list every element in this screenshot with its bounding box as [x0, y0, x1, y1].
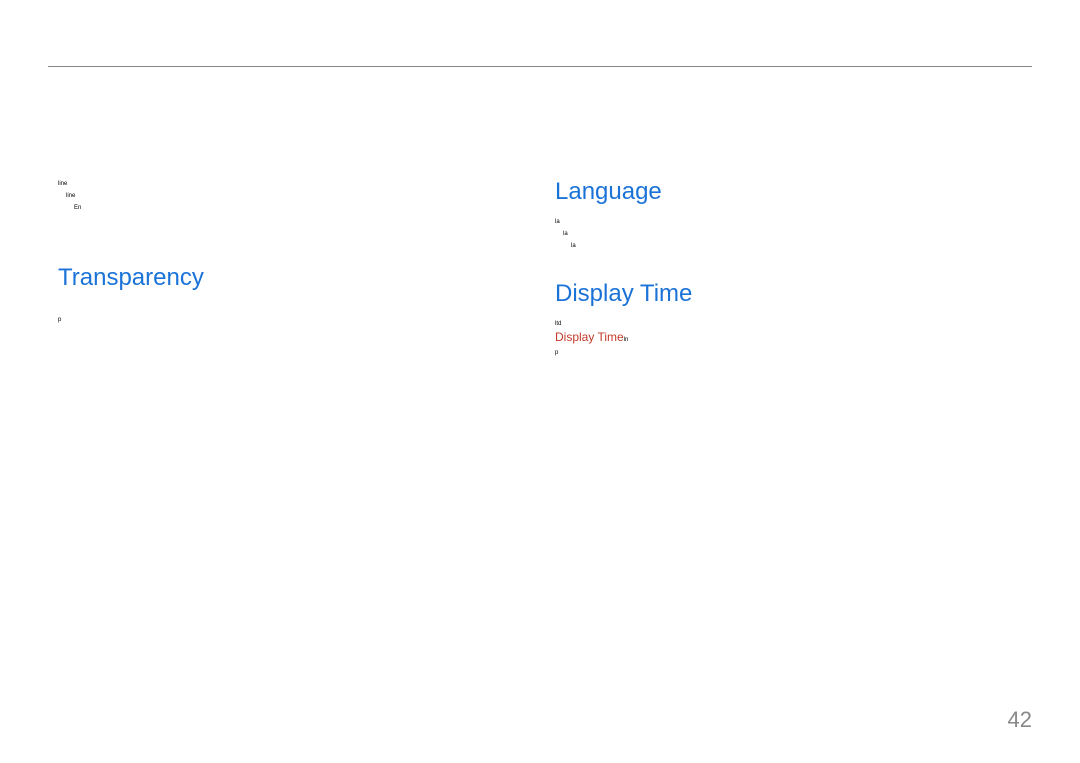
display-time-line: p — [555, 347, 1005, 359]
transparency-heading: Transparency — [58, 264, 508, 292]
display-time-suffix: ln — [624, 337, 629, 343]
page-number: 42 — [1008, 707, 1032, 733]
language-line: la — [563, 228, 1005, 240]
language-line: la — [571, 240, 1005, 252]
intro-line: line — [66, 190, 508, 202]
manual-page: line line En Transparency p Language la … — [0, 0, 1080, 763]
display-time-highlight-label: Display Time — [555, 330, 624, 344]
intro-line: En — [74, 202, 508, 214]
language-heading: Language — [555, 178, 1005, 206]
display-time-line: ltd — [555, 318, 1005, 330]
intro-line: line — [58, 178, 508, 190]
transparency-block: p — [58, 314, 508, 326]
language-block: la la la — [555, 216, 1005, 252]
display-time-highlight-row: Display Timeln — [555, 330, 1005, 347]
language-line: la — [555, 216, 1005, 228]
transparency-line: p — [58, 314, 508, 326]
right-column: Language la la la Display Time ltd Displ… — [555, 178, 1005, 365]
intro-block: line line En — [58, 178, 508, 214]
left-column: line line En Transparency p — [58, 178, 508, 332]
display-time-block: ltd Display Timeln p — [555, 318, 1005, 359]
top-horizontal-rule — [48, 66, 1032, 67]
display-time-heading: Display Time — [555, 280, 1005, 308]
